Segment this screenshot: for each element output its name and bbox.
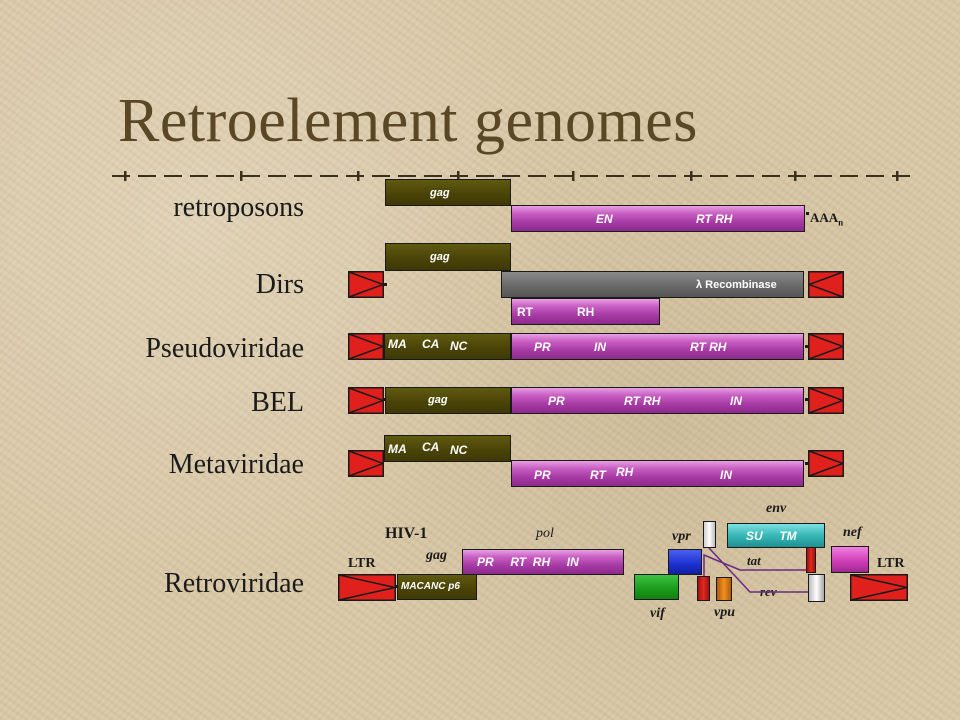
- bel-gag-label: gag: [428, 394, 448, 406]
- slide-title: Retroelement genomes: [118, 87, 698, 155]
- poly-a-tail: AAAn: [810, 210, 843, 228]
- hiv1-vpu-label: vpu: [714, 605, 735, 620]
- metaviridae-pr-label: PR: [534, 468, 551, 482]
- dirs-rt-orf: RT RH: [511, 298, 660, 325]
- dirs-rh-label: RH: [577, 305, 595, 319]
- metaviridae-end-mark: [805, 462, 808, 465]
- pseudoviridae-ca-label: CA: [422, 337, 440, 351]
- dirs-recombinase-orf: λ Recombinase: [501, 271, 804, 298]
- hiv1-gag-domains-label: MACANC p6: [401, 581, 460, 592]
- hiv1-vpu-gene: [716, 577, 732, 601]
- hiv1-right-ltr: [850, 574, 908, 601]
- metaviridae-in-label: IN: [720, 468, 732, 482]
- pseudoviridae-in-label: IN: [594, 340, 606, 354]
- poly-a-subscript: n: [838, 217, 844, 228]
- bel-gag-orf: gag: [385, 387, 511, 414]
- metaviridae-ca-label: CA: [422, 440, 440, 454]
- retroposons-end-mark: [806, 212, 809, 215]
- pseudoviridae-pr-label: PR: [534, 340, 551, 354]
- hiv1-vpr-gene: [668, 549, 702, 575]
- hiv1-pol-label: pol: [536, 526, 554, 541]
- hiv1-pol-domains-label: PR RT RH IN: [477, 555, 579, 569]
- hiv1-rev-exon1: [703, 521, 716, 548]
- row-label-dirs: Dirs: [255, 269, 304, 300]
- hiv1-vif-gene: [634, 574, 679, 600]
- dirs-left-terminal-repeat: [348, 271, 384, 298]
- poly-a-label: AAA: [810, 210, 839, 225]
- metaviridae-gag-orf: MA CA NC: [384, 435, 511, 462]
- pseudoviridae-end-mark: [805, 345, 808, 348]
- pseudoviridae-nc-label: NC: [450, 339, 468, 353]
- hiv1-env-label: env: [766, 501, 787, 516]
- bel-rt-rh-label: RT RH: [624, 394, 661, 408]
- row-label-bel: BEL: [251, 387, 304, 418]
- pseudoviridae-gag-orf: MA CA NC: [384, 333, 511, 360]
- title-divider: [112, 171, 912, 181]
- row-label-retroviridae: Retroviridae: [164, 568, 304, 599]
- dirs-start-mark: [384, 283, 387, 286]
- retroposons-rt-rh-label: RT RH: [696, 212, 733, 226]
- retroposons-en-label: EN: [596, 212, 613, 226]
- row-label-pseudoviridae: Pseudoviridae: [145, 333, 304, 364]
- bel-end-mark: [805, 398, 808, 401]
- hiv1-tat-exon2: [806, 547, 816, 573]
- dirs-rt-label: RT: [517, 305, 533, 319]
- metaviridae-left-ltr: [348, 450, 384, 477]
- pseudoviridae-rt-rh-label: RT RH: [690, 340, 727, 354]
- metaviridae-rt-label: RT: [590, 468, 606, 482]
- hiv1-label: HIV-1: [385, 525, 428, 542]
- hiv1-rev-exon2: [808, 574, 825, 602]
- dirs-gag-label: gag: [430, 251, 450, 263]
- hiv1-tat-label: tat: [747, 553, 761, 568]
- bel-pol-orf: PR RT RH IN: [511, 387, 804, 414]
- pseudoviridae-right-ltr: [808, 333, 844, 360]
- hiv1-vpr-label: vpr: [672, 529, 691, 544]
- hiv1-left-ltr: [338, 574, 396, 601]
- hiv1-gag-orf: MACANC p6: [397, 574, 477, 600]
- metaviridae-pol-orf: PR RT RH IN: [511, 460, 804, 487]
- metaviridae-nc-label: NC: [450, 443, 468, 457]
- hiv1-splice-connectors: [703, 547, 808, 593]
- hiv1-right-ltr-label: LTR: [877, 556, 905, 571]
- dirs-gag-orf: gag: [385, 243, 511, 271]
- bel-in-label: IN: [730, 394, 742, 408]
- hiv1-pol-orf: PR RT RH IN: [462, 549, 624, 575]
- bel-pr-label: PR: [548, 394, 565, 408]
- metaviridae-right-ltr: [808, 450, 844, 477]
- bel-left-ltr: [348, 387, 384, 414]
- row-label-metaviridae: Metaviridae: [168, 449, 304, 480]
- metaviridae-rh-label: RH: [616, 465, 634, 479]
- hiv1-vif-label: vif: [650, 606, 665, 621]
- hiv1-nef-gene: [831, 546, 869, 573]
- hiv1-nef-label: nef: [843, 525, 862, 540]
- metaviridae-ma-label: MA: [388, 442, 407, 456]
- hiv1-env-orf: SU TM: [727, 523, 825, 548]
- dirs-recombinase-label: λ Recombinase: [696, 279, 777, 291]
- retroposons-gag-label: gag: [430, 187, 450, 199]
- hiv1-gag-label: gag: [426, 548, 447, 563]
- hiv1-start-mark: [395, 585, 398, 588]
- pseudoviridae-pol-orf: PR IN RT RH: [511, 333, 804, 360]
- pseudoviridae-ma-label: MA: [388, 337, 407, 351]
- retroposons-pol-orf: EN RT RH: [511, 205, 805, 232]
- retroposons-gag-orf: gag: [385, 179, 511, 206]
- hiv1-su-tm-label: SU TM: [746, 529, 797, 543]
- pseudoviridae-left-ltr: [348, 333, 384, 360]
- row-label-retroposons: retroposons: [173, 192, 304, 223]
- dirs-right-terminal-repeat: [808, 271, 844, 298]
- bel-right-ltr: [808, 387, 844, 414]
- hiv1-tat-exon1: [697, 576, 710, 601]
- hiv1-left-ltr-label: LTR: [348, 556, 376, 571]
